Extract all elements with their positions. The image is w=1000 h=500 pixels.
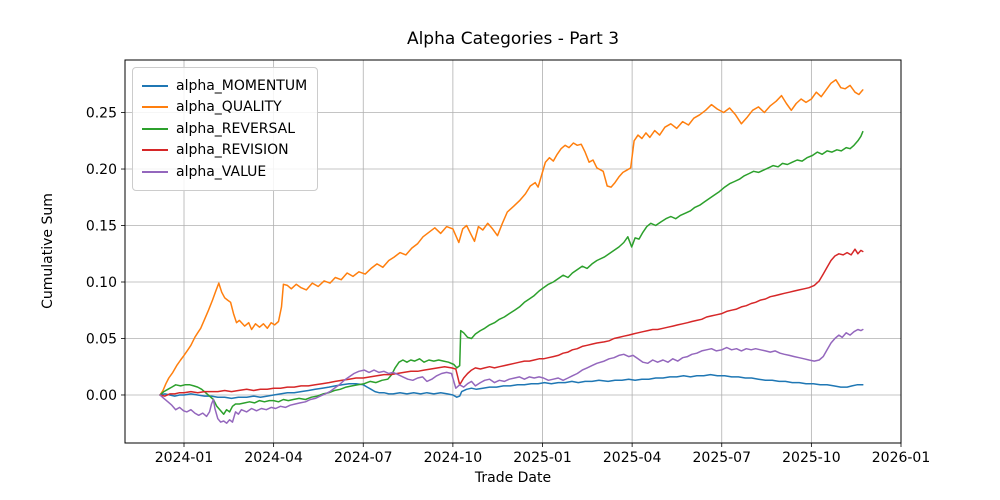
legend-line-swatch-icon <box>142 170 168 173</box>
legend-item: alpha_REVISION <box>142 140 307 162</box>
y-tick-label: 0.05 <box>86 331 117 347</box>
series-line-alpha_VALUE <box>159 328 864 424</box>
x-tick-label: 2026-01 <box>872 450 931 466</box>
legend-item: alpha_MOMENTUM <box>142 75 307 97</box>
legend-label: alpha_MOMENTUM <box>176 77 308 94</box>
y-tick-label: 0.15 <box>86 219 117 235</box>
x-tick-label: 2025-07 <box>693 450 752 466</box>
legend-line-swatch-icon <box>142 106 168 109</box>
x-tick-label: 2024-07 <box>334 450 393 466</box>
series-line-alpha_REVISION <box>159 248 864 397</box>
series-line-alpha_REVERSAL <box>159 130 864 415</box>
y-tick-label: 0.00 <box>86 388 117 404</box>
legend-line-swatch-icon <box>142 84 168 87</box>
legend-label: alpha_REVISION <box>176 142 289 159</box>
legend-item: alpha_QUALITY <box>142 97 307 119</box>
x-tick-label: 2024-04 <box>244 450 303 466</box>
legend-line-swatch-icon <box>142 127 168 130</box>
series-line-alpha_MOMENTUM <box>159 373 864 400</box>
legend-label: alpha_QUALITY <box>176 99 282 116</box>
x-tick-label: 2024-10 <box>424 450 483 466</box>
legend-label: alpha_REVERSAL <box>176 120 296 137</box>
y-tick-label: 0.10 <box>86 275 117 291</box>
x-tick-label: 2025-10 <box>782 450 841 466</box>
legend-label: alpha_VALUE <box>176 163 267 180</box>
series-line-alpha_QUALITY <box>159 79 864 396</box>
x-axis-label: Trade Date <box>474 470 552 486</box>
legend-item: alpha_VALUE <box>142 161 307 183</box>
y-tick-label: 0.25 <box>86 106 117 122</box>
legend-line-swatch-icon <box>142 149 168 152</box>
legend: alpha_MOMENTUM alpha_QUALITY alpha_REVER… <box>132 67 319 191</box>
y-tick-label: 0.20 <box>86 162 117 178</box>
legend-item: alpha_REVERSAL <box>142 118 307 140</box>
x-tick-label: 2024-01 <box>155 450 214 466</box>
y-axis-label: Cumulative Sum <box>40 193 56 309</box>
x-tick-label: 2025-04 <box>603 450 662 466</box>
axes-spines <box>124 59 902 444</box>
x-tick-label: 2025-01 <box>513 450 572 466</box>
chart-title: Alpha Categories - Part 3 <box>406 29 620 49</box>
